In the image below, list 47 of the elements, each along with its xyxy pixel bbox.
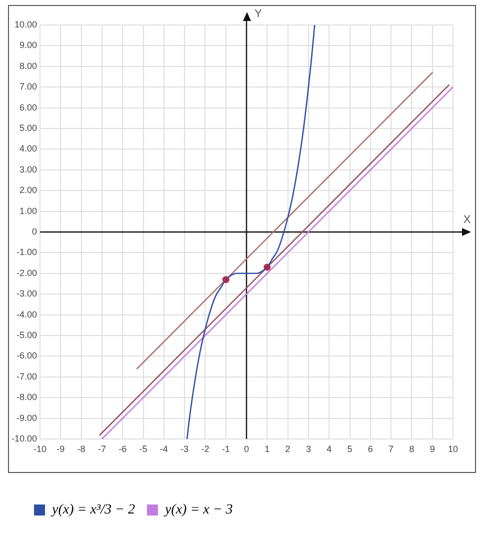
y-tick-label: -1.00 [16,247,37,258]
y-axis-title: Y [254,8,262,20]
y-tick-label: -3.00 [16,288,37,299]
x-tick-label: 9 [430,444,435,454]
y-tick-label: -10.00 [11,433,37,444]
x-tick-label: -4 [160,444,168,454]
x-tick-label: -1 [222,444,230,454]
x-tick-label: 1 [264,444,270,454]
legend-label: y(x) = x − 3 [162,502,233,518]
x-tick-label: 4 [326,444,332,454]
x-tick-label: -6 [118,444,127,454]
x-tick-label: 8 [409,444,414,454]
y-tick-label: 4.00 [19,144,37,154]
x-tick-label: 0 [244,444,250,454]
y-tick-label: -5.00 [16,330,37,340]
y-tick-label: 7.00 [19,82,37,92]
line-series [186,25,316,439]
x-tick-label: -2 [201,444,210,454]
y-tick-label: 9.00 [19,40,37,50]
y-tick-label: -8.00 [16,392,37,402]
x-tick-label: -7 [98,444,106,454]
x-tick-label: -5 [139,444,148,454]
legend-label: y(x) = x³/3 − 2 [50,502,135,518]
x-tick-label: -3 [180,444,189,454]
x-tick-label: 5 [347,444,352,454]
y-tick-label: 8.00 [19,60,37,71]
y-tick-label: -2.00 [16,268,37,278]
y-tick-label: 6.00 [19,102,37,112]
y-tick-label: -7.00 [16,371,37,382]
y-tick-label: -9.00 [16,412,37,423]
x-tick-label: 2 [285,444,290,454]
x-tick-label: 6 [368,444,373,454]
y-tick-label: -6.00 [16,350,37,361]
x-tick-label: 10 [448,444,458,454]
y-tick-label: 3.00 [19,164,37,174]
y-tick-label: 1.00 [19,206,37,216]
x-tick-label: -8 [77,444,86,454]
y-tick-label: 2.00 [19,185,37,196]
y-tick-label: 5.00 [19,122,37,133]
x-tick-label: -9 [56,444,65,454]
y-tick-label: 10.00 [14,19,37,30]
x-tick-label: 3 [306,444,311,454]
x-tick-label: -10 [33,444,47,454]
x-tick-label: 7 [388,444,394,454]
y-tick-label: -4.00 [16,309,37,320]
x-axis-title: X [463,214,472,226]
y-tick-label: 0 [32,226,37,236]
